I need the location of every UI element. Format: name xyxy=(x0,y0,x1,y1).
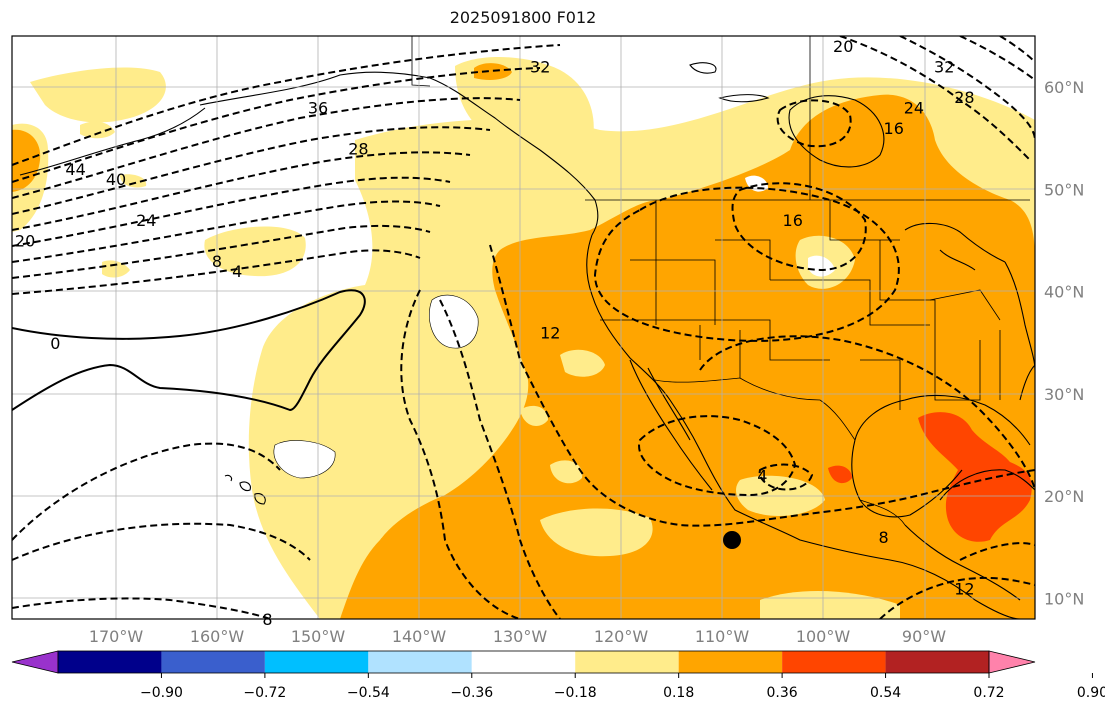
contour-label: 16 xyxy=(884,119,904,138)
lon-tick-label: 100°W xyxy=(796,627,851,646)
colorbar-tick-label: 0.18 xyxy=(663,685,694,701)
contour-label: 0 xyxy=(50,334,60,353)
lon-tick-label: 90°W xyxy=(902,627,946,646)
contour-label: 12 xyxy=(954,579,974,598)
lat-tick-label: 60°N xyxy=(1044,78,1084,97)
contour-label: 24 xyxy=(904,98,924,117)
colorbar-segment xyxy=(575,651,679,673)
contour-label: 28 xyxy=(348,139,368,158)
colorbar-outline xyxy=(57,650,990,674)
shading-red xyxy=(828,412,1032,542)
colorbar-tick-label: −0.72 xyxy=(243,685,286,701)
lat-tick-label: 10°N xyxy=(1044,590,1084,609)
contour-label: 16 xyxy=(783,211,803,230)
colorbar-tick-label: −0.36 xyxy=(450,685,493,701)
colorbar-segment xyxy=(58,651,162,673)
lon-tick-label: 130°W xyxy=(493,627,548,646)
storm-marker xyxy=(723,531,741,549)
colorbar-segment xyxy=(161,651,265,673)
contours-dashed xyxy=(12,36,1035,619)
contour-label: 40 xyxy=(106,170,126,189)
contour-label: 28 xyxy=(954,88,974,107)
contour-label: 8 xyxy=(879,528,889,547)
colorbar-tick-label: −0.90 xyxy=(140,685,183,701)
colorbar-tick-label: −0.18 xyxy=(554,685,597,701)
lon-tick-label: 150°W xyxy=(291,627,346,646)
map-frame xyxy=(11,35,1036,620)
contour-label: 12 xyxy=(540,324,560,343)
colorbar-tick-label: −0.54 xyxy=(347,685,390,701)
gridlines xyxy=(12,36,1035,619)
lon-tick-label: 120°W xyxy=(594,627,649,646)
lat-tick-label: 30°N xyxy=(1044,385,1084,404)
colorbar-segment xyxy=(368,651,472,673)
contour-label: 32 xyxy=(934,58,954,77)
contour-label: 36 xyxy=(308,98,328,117)
lat-tick-label: 40°N xyxy=(1044,283,1084,302)
contour-label: 44 xyxy=(65,160,85,179)
colorbar-segment xyxy=(471,651,576,673)
colorbar-segment xyxy=(264,651,369,673)
lat-tick-label: 20°N xyxy=(1044,487,1084,506)
contour-label: 24 xyxy=(136,211,156,230)
borders xyxy=(411,36,1030,526)
contour-label: 20 xyxy=(15,231,35,250)
lon-tick-label: 110°W xyxy=(695,627,750,646)
lon-tick-label: 170°W xyxy=(89,627,144,646)
lon-tick-label: 160°W xyxy=(190,627,245,646)
contour-label: 32 xyxy=(530,58,550,77)
lat-tick-label: 50°N xyxy=(1044,180,1084,199)
contour-label: 4 xyxy=(757,467,767,486)
colorbar-tick-label: 0.54 xyxy=(870,685,901,701)
contour-label: 8 xyxy=(212,252,222,271)
longitude-labels: 170°W 160°W 150°W 140°W 130°W 120°W 110°W 100°W… xyxy=(89,627,946,646)
colorbar-segment xyxy=(678,651,783,673)
colorbar-segment xyxy=(885,651,989,673)
colorbar-extension-low xyxy=(11,650,59,674)
contour-label: 20 xyxy=(833,37,853,56)
colorbar-extension-high xyxy=(988,650,1036,674)
shading-orange xyxy=(12,63,1035,619)
contour-label: 4 xyxy=(232,262,242,281)
colorbar-segment xyxy=(782,651,886,673)
colorbar-tick-label: 0.90 xyxy=(1077,685,1105,701)
map-title: 2025091800 F012 xyxy=(449,8,597,27)
lon-tick-label: 140°W xyxy=(392,627,447,646)
colorbar-tick-label: 0.36 xyxy=(767,685,798,701)
colorbar: −0.90 −0.72 −0.54 −0.36 −0.18 0.18 0.36 0.54 0.7… xyxy=(11,650,1105,701)
latitude-labels: 60°N 50°N 40°N 30°N 20°N 10°N xyxy=(1044,78,1084,609)
contour-zero xyxy=(12,289,366,412)
colorbar-tick-label: 0.72 xyxy=(973,685,1004,701)
